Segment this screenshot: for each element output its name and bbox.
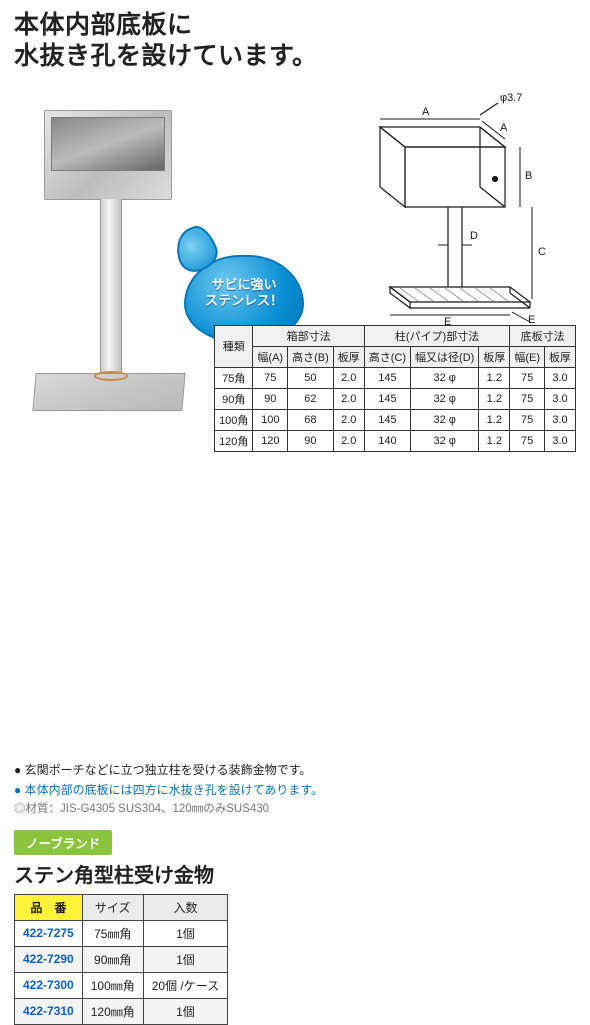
spec-cell: 1.2 (479, 430, 510, 451)
brand-tag: ノーブランド (14, 830, 112, 855)
spec-cell: 68 (288, 409, 334, 430)
spec-cell: 90 (288, 430, 334, 451)
sku-code: 422-7310 (15, 998, 83, 1024)
bullet-3: ◎材質：JIS-G4305 SUS304、120㎜のみSUS430 (14, 800, 576, 820)
diagram-label-A2: A (500, 122, 508, 134)
spec-th-group-box: 箱部寸法 (253, 325, 364, 346)
spec-cell: 3.0 (545, 367, 576, 388)
diagram-label-phi: φ3.7 (500, 92, 522, 104)
bullet-2: ● 本体内部の底板には四方に水抜き孔を設けてあります。 (14, 780, 576, 800)
spec-cell: 62 (288, 388, 334, 409)
spec-th-kind: 種類 (215, 325, 253, 367)
spec-sub-heightC: 高さ(C) (364, 346, 410, 367)
dimension-diagram: φ3.7 A A B D C (320, 87, 570, 327)
sku-qty: 20個 /ケース (143, 972, 227, 998)
spec-sub-heightB: 高さ(B) (288, 346, 334, 367)
sku-th-code: 品 番 (15, 894, 83, 920)
spec-cell: 145 (364, 388, 410, 409)
spec-cell: 1.2 (479, 367, 510, 388)
spec-cell: 90角 (215, 388, 253, 409)
spec-cell: 1.2 (479, 409, 510, 430)
spec-cell: 3.0 (545, 430, 576, 451)
spec-cell: 2.0 (333, 409, 364, 430)
spec-cell: 120角 (215, 430, 253, 451)
spec-cell: 2.0 (333, 388, 364, 409)
spec-sub-thick1: 板厚 (333, 346, 364, 367)
photo-box-part (44, 110, 172, 200)
spec-cell: 75 (510, 430, 545, 451)
spec-cell: 75 (510, 367, 545, 388)
sku-qty: 1個 (143, 920, 227, 946)
spec-th-group-base: 底板寸法 (510, 325, 576, 346)
spec-cell: 1.2 (479, 388, 510, 409)
spec-cell: 75角 (215, 367, 253, 388)
spec-cell: 140 (364, 430, 410, 451)
spec-cell: 2.0 (333, 430, 364, 451)
spec-cell: 32 φ (411, 430, 479, 451)
spec-cell: 90 (253, 388, 288, 409)
spec-row: 75角75502.014532 φ1.2753.0 (215, 367, 576, 388)
sku-qty: 1個 (143, 946, 227, 972)
headline-line1: 本体内部底板に (14, 11, 193, 39)
spec-sub-widthE: 幅(E) (510, 346, 545, 367)
spec-cell: 145 (364, 367, 410, 388)
sku-size: 75㎜角 (82, 920, 143, 946)
spec-sub-thick3: 板厚 (545, 346, 576, 367)
spec-cell: 32 φ (411, 409, 479, 430)
sku-th-size: サイズ (82, 894, 143, 920)
headline: 本体内部底板に 水抜き孔を設けています。 (14, 10, 576, 73)
spec-sub-diaD: 幅又は径(D) (411, 346, 479, 367)
spec-cell: 3.0 (545, 388, 576, 409)
spec-cell: 32 φ (411, 388, 479, 409)
spec-cell: 3.0 (545, 409, 576, 430)
spec-cell: 100 (253, 409, 288, 430)
spec-cell: 75 (253, 367, 288, 388)
badge-text: サビに強い ステンレス！ (184, 277, 304, 310)
diagram-label-D: D (470, 230, 478, 242)
bullet-1: ● 玄関ポーチなどに立つ独立柱を受ける装飾金物です。 (14, 760, 576, 780)
diagram-label-C: C (538, 246, 546, 258)
top-area: サビに強い ステンレス！ φ3.7 A A B (14, 85, 576, 415)
diagram-label-B: B (525, 170, 532, 182)
product-name: ステン角型柱受け金物 (14, 859, 576, 888)
spec-sub-widthA: 幅(A) (253, 346, 288, 367)
sku-qty: 1個 (143, 998, 227, 1024)
photo-post-part (100, 199, 122, 379)
spec-row: 120角120902.014032 φ1.2753.0 (215, 430, 576, 451)
spec-cell: 145 (364, 409, 410, 430)
spec-row: 100角100682.014532 φ1.2753.0 (215, 409, 576, 430)
spec-cell: 2.0 (333, 367, 364, 388)
sku-row: 422-7300100㎜角20個 /ケース (15, 972, 228, 998)
photo-ring-part (94, 371, 128, 381)
sku-size: 120㎜角 (82, 998, 143, 1024)
headline-line2: 水抜き孔を設けています。 (14, 42, 318, 70)
sku-code: 422-7290 (15, 946, 83, 972)
spec-th-group-pipe: 柱(パイプ)部寸法 (364, 325, 510, 346)
sku-size: 100㎜角 (82, 972, 143, 998)
sku-row: 422-727575㎜角1個 (15, 920, 228, 946)
sku-size: 90㎜角 (82, 946, 143, 972)
spec-cell: 120 (253, 430, 288, 451)
spec-cell: 32 φ (411, 367, 479, 388)
sku-code: 422-7275 (15, 920, 83, 946)
spec-cell: 100角 (215, 409, 253, 430)
spec-cell: 75 (510, 388, 545, 409)
sku-row: 422-7310120㎜角1個 (15, 998, 228, 1024)
sku-table: 品 番 サイズ 入数 422-727575㎜角1個422-729090㎜角1個4… (14, 894, 228, 1025)
sku-row: 422-729090㎜角1個 (15, 946, 228, 972)
spec-row: 90角90622.014532 φ1.2753.0 (215, 388, 576, 409)
sku-th-qty: 入数 (143, 894, 227, 920)
spec-cell: 75 (510, 409, 545, 430)
badge-line1: サビに強い (211, 277, 276, 292)
diagram-label-A1: A (422, 106, 430, 118)
badge-line2: ステンレス！ (205, 293, 283, 308)
spec-table: 種類 箱部寸法 柱(パイプ)部寸法 底板寸法 幅(A) 高さ(B) 板厚 高さ(… (214, 325, 576, 452)
spec-sub-thick2: 板厚 (479, 346, 510, 367)
sku-code: 422-7300 (15, 972, 83, 998)
spec-cell: 50 (288, 367, 334, 388)
